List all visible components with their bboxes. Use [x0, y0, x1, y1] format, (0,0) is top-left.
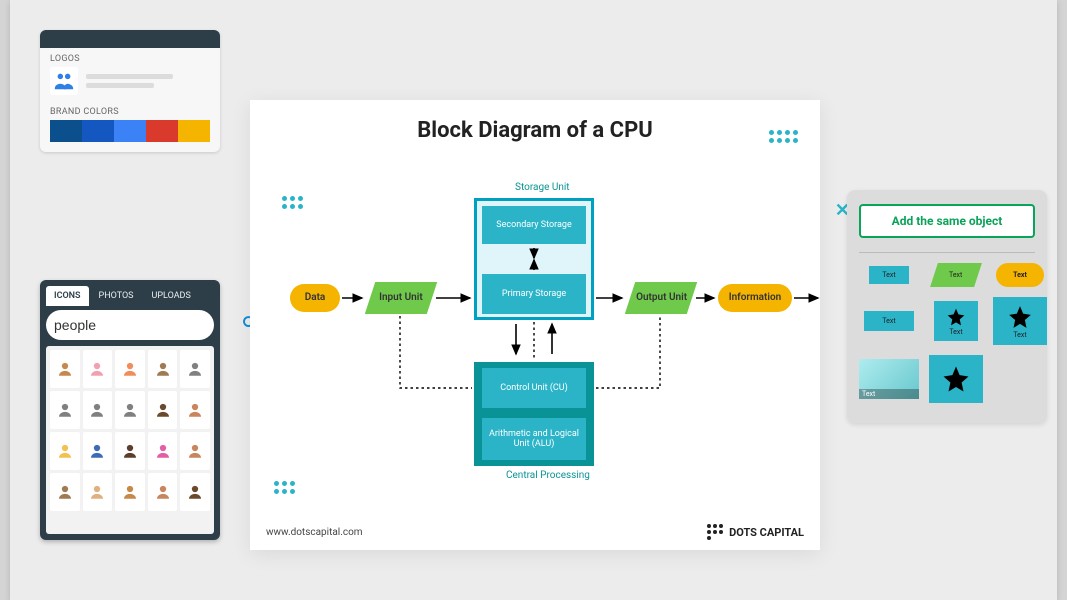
icon-result-1[interactable]: [83, 350, 113, 388]
central-processing-label: Central Processing: [506, 470, 590, 481]
icon-results-grid: [46, 346, 214, 534]
people-logo-icon: [50, 67, 78, 95]
diagram-title: Block Diagram of a CPU: [250, 100, 820, 143]
shape-label: Text: [882, 317, 895, 325]
icon-result-14[interactable]: [180, 432, 210, 470]
shape-suggestions-panel: Add the same object Text Text Text Text …: [847, 190, 1047, 423]
shape-label: Text: [949, 328, 962, 336]
shape-star-square-1[interactable]: Text: [934, 301, 978, 341]
icon-result-9[interactable]: [180, 391, 210, 429]
node-output-unit[interactable]: Output Unit: [625, 282, 697, 314]
icon-result-11[interactable]: [83, 432, 113, 470]
logo-row[interactable]: [40, 67, 220, 101]
swatch-1[interactable]: [50, 120, 82, 142]
icon-search[interactable]: [46, 310, 214, 340]
shapes-grid: Text Text Text Text Text Text Text: [859, 263, 1035, 403]
shape-image[interactable]: Text: [859, 359, 919, 399]
icons-tabs: ICONS PHOTOS UPLOADS: [46, 286, 214, 306]
node-input-unit-label: Input Unit: [379, 292, 423, 304]
shape-star-square-2[interactable]: Text: [993, 297, 1047, 345]
dot-decoration-3: [274, 481, 295, 494]
shape-label: Text: [882, 271, 895, 279]
design-canvas[interactable]: Block Diagram of a CPU Storage Unit Cent…: [250, 100, 820, 550]
node-data[interactable]: Data: [290, 284, 340, 312]
dot-decoration-2: [769, 130, 798, 143]
storage-unit-label: Storage Unit: [515, 182, 570, 193]
footer-brand-text: DOTS CAPITAL: [729, 526, 804, 539]
shape-med-rect[interactable]: Text: [864, 311, 914, 331]
tab-photos[interactable]: PHOTOS: [91, 286, 142, 306]
shape-label: Text: [1013, 331, 1026, 339]
icon-result-2[interactable]: [115, 350, 145, 388]
icon-result-5[interactable]: [50, 391, 80, 429]
swatch-2[interactable]: [82, 120, 114, 142]
node-output-unit-label: Output Unit: [636, 292, 687, 304]
icon-result-8[interactable]: [148, 391, 178, 429]
icon-result-16[interactable]: [83, 473, 113, 511]
tab-icons[interactable]: ICONS: [46, 286, 89, 306]
add-same-object-button[interactable]: Add the same object: [859, 204, 1035, 238]
node-alu[interactable]: Arithmetic and Logical Unit (ALU): [482, 418, 586, 460]
footer-brand: DOTS CAPITAL: [707, 524, 804, 540]
brand-panel: LOGOS BRAND COLORS: [40, 30, 220, 152]
logo-placeholder-lines: [86, 74, 210, 88]
node-primary-storage[interactable]: Primary Storage: [482, 274, 586, 314]
tab-uploads[interactable]: UPLOADS: [144, 286, 199, 306]
icon-result-4[interactable]: [180, 350, 210, 388]
shape-label: Text: [1013, 271, 1027, 279]
brand-panel-header: [40, 30, 220, 48]
footer-url: www.dotscapital.com: [266, 527, 363, 538]
icon-result-12[interactable]: [115, 432, 145, 470]
icon-result-0[interactable]: [50, 350, 80, 388]
shape-rounded[interactable]: Text: [996, 263, 1044, 287]
logos-section-title: LOGOS: [40, 48, 220, 67]
swatch-5[interactable]: [178, 120, 210, 142]
swatch-4[interactable]: [146, 120, 178, 142]
icon-result-19[interactable]: [180, 473, 210, 511]
icon-result-10[interactable]: [50, 432, 80, 470]
shape-parallelogram[interactable]: Text: [930, 263, 982, 287]
colors-section-title: BRAND COLORS: [40, 101, 220, 120]
icon-result-3[interactable]: [148, 350, 178, 388]
icons-panel: ICONS PHOTOS UPLOADS: [40, 280, 220, 540]
node-input-unit[interactable]: Input Unit: [365, 282, 437, 314]
shape-label: Text: [949, 271, 962, 279]
icon-result-17[interactable]: [115, 473, 145, 511]
brand-color-swatches[interactable]: [40, 120, 220, 152]
app-background: LOGOS BRAND COLORS ICONS PHOTOS UPLOADS: [10, 0, 1057, 600]
dots-logo-icon: [707, 524, 723, 540]
icon-result-13[interactable]: [148, 432, 178, 470]
icon-result-6[interactable]: [83, 391, 113, 429]
shape-label: Text: [859, 389, 919, 399]
icon-result-7[interactable]: [115, 391, 145, 429]
connectors: [250, 100, 820, 550]
node-information[interactable]: Information: [718, 284, 792, 312]
node-control-unit[interactable]: Control Unit (CU): [482, 368, 586, 408]
shape-small-rect[interactable]: Text: [869, 266, 909, 284]
icon-result-15[interactable]: [50, 473, 80, 511]
dot-decoration-1: [282, 196, 303, 209]
swatch-3[interactable]: [114, 120, 146, 142]
node-secondary-storage[interactable]: Secondary Storage: [482, 206, 586, 244]
search-input[interactable]: [54, 317, 235, 333]
shape-star-square-3[interactable]: [929, 355, 983, 403]
icon-result-18[interactable]: [148, 473, 178, 511]
panel-divider: [859, 252, 1035, 253]
